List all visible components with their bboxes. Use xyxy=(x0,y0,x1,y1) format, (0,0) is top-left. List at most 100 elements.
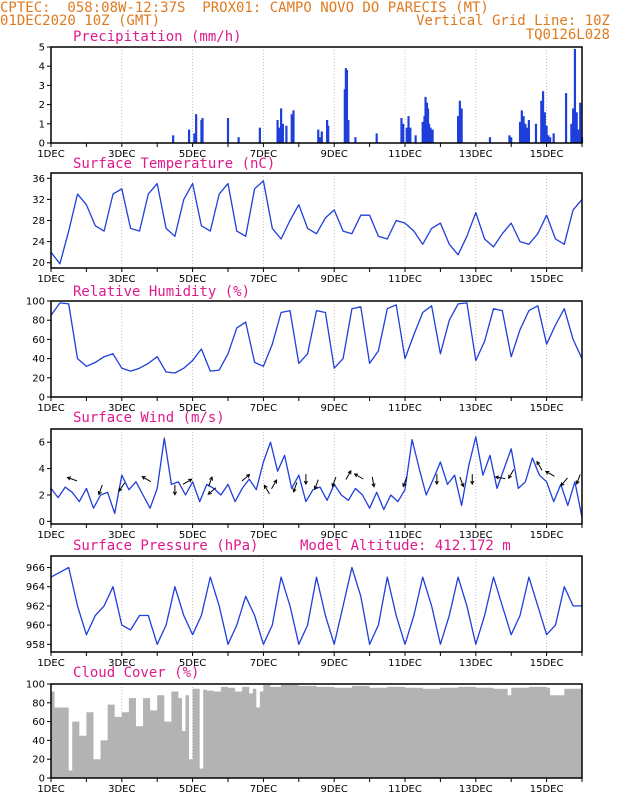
x-tick-label: 7DEC xyxy=(250,403,277,414)
series-line xyxy=(50,436,583,518)
y-tick-label: 964 xyxy=(26,582,45,593)
wind-arrow-head xyxy=(263,484,268,489)
x-tick-label: 11DEC xyxy=(388,149,422,160)
wind-arrow-head xyxy=(508,474,512,480)
wind-arrow-shaft xyxy=(182,478,192,485)
y-tick-label: 60 xyxy=(32,717,45,728)
precip-bar xyxy=(552,133,555,143)
precip-bar xyxy=(276,119,279,143)
precip-bar xyxy=(460,108,463,143)
precip-bar xyxy=(543,112,546,143)
wind-arrow-head xyxy=(402,482,407,488)
y-tick-label: 0 xyxy=(39,517,45,528)
wind-arrow-head xyxy=(207,490,212,495)
wind-arrow-shaft xyxy=(560,477,568,486)
precip-bar xyxy=(409,127,412,143)
wind-arrow-shaft xyxy=(141,476,152,483)
wind-arrow-head xyxy=(353,473,359,478)
y-tick-label: 20 xyxy=(32,258,45,269)
precip-bar xyxy=(549,137,552,143)
wind-arrow-shaft xyxy=(293,482,298,492)
x-tick-label: 15DEC xyxy=(530,530,564,541)
precip-bar xyxy=(431,129,434,143)
precip-bar xyxy=(457,116,460,143)
x-tick-label: 1DEC xyxy=(37,530,64,541)
wind-arrow xyxy=(313,479,319,491)
panel-6 xyxy=(47,683,583,782)
wind-arrow xyxy=(141,476,152,483)
y-tick-label: 36 xyxy=(32,174,45,185)
wind-arrow-shaft xyxy=(371,476,375,487)
wind-arrow-head xyxy=(470,480,475,486)
precip-bar xyxy=(317,129,320,143)
wind-arrow xyxy=(560,477,568,487)
wind-arrow xyxy=(97,484,103,496)
x-tick-label: 1DEC xyxy=(37,274,64,285)
panel-frame xyxy=(50,172,583,269)
x-tick-label: 11DEC xyxy=(388,274,422,285)
x-tick-label: 5DEC xyxy=(179,784,206,795)
x-tick-label: 3DEC xyxy=(108,784,135,795)
precip-bar xyxy=(522,116,525,143)
header-grid-note: Vertical Grid Line: 10Z xyxy=(416,13,610,29)
wind-arrow-head xyxy=(292,488,297,493)
x-tick-label: 9DEC xyxy=(321,784,348,795)
x-tick-label: 5DEC xyxy=(179,658,206,669)
x-tick-label: 1DEC xyxy=(37,784,64,795)
wind-arrow xyxy=(331,476,337,488)
wind-arrow-shaft xyxy=(118,482,126,492)
x-tick-label: 11DEC xyxy=(388,530,422,541)
x-tick-label: 7DEC xyxy=(250,530,277,541)
wind-arrow-head xyxy=(66,476,72,481)
header-model-id: TQ0126L028 xyxy=(525,27,610,43)
wind-arrow xyxy=(303,474,308,486)
x-tick-label: 3DEC xyxy=(108,530,135,541)
wind-arrow-head xyxy=(460,482,465,488)
wind-arrow-shaft xyxy=(241,474,250,482)
wind-arrow-head xyxy=(494,475,500,480)
panel-title: Precipitation (mm/h) xyxy=(73,29,242,45)
x-tick-label: 1DEC xyxy=(37,658,64,669)
precip-bar xyxy=(327,125,330,143)
panel-1 xyxy=(47,46,584,147)
wind-arrow xyxy=(371,476,376,488)
panel-2 xyxy=(47,172,583,272)
x-tick-label: 15DEC xyxy=(530,658,564,669)
panel-title: Surface Wind (m/s) xyxy=(73,410,225,426)
panel-frame xyxy=(50,683,583,779)
precip-bar xyxy=(280,108,283,143)
header-line-1: CPTEC: 058:08W-12:37S PROX01: CAMPO NOVO… xyxy=(0,0,489,16)
panel-annotation: Model Altitude: 412.172 m xyxy=(300,538,511,554)
precip-bar xyxy=(510,137,513,143)
wind-arrow xyxy=(207,487,217,495)
x-tick-label: 13DEC xyxy=(459,274,493,285)
wind-arrow xyxy=(182,478,193,485)
y-tick-label: 32 xyxy=(32,195,45,206)
wind-arrow xyxy=(118,482,126,493)
x-tick-label: 11DEC xyxy=(388,784,422,795)
precip-bar xyxy=(429,127,432,143)
wind-arrow-head xyxy=(246,473,251,479)
x-tick-label: 5DEC xyxy=(179,530,206,541)
wind-arrow-head xyxy=(303,480,308,486)
precip-bar xyxy=(281,123,284,143)
wind-arrow-shaft xyxy=(536,461,543,471)
y-tick-label: 0 xyxy=(39,393,45,404)
wind-arrow xyxy=(292,482,298,493)
x-tick-label: 11DEC xyxy=(388,658,422,669)
x-tick-label: 3DEC xyxy=(108,274,135,285)
y-tick-label: 966 xyxy=(26,563,45,574)
precip-bar xyxy=(570,123,573,143)
y-tick-label: 24 xyxy=(32,237,45,248)
wind-arrow-shaft xyxy=(67,476,78,482)
wind-arrow-head xyxy=(97,490,102,496)
panel-frame xyxy=(50,555,583,653)
x-tick-label: 15DEC xyxy=(530,403,564,414)
precip-bar xyxy=(427,123,431,143)
series-line xyxy=(50,180,583,265)
wind-arrow-head xyxy=(560,482,565,487)
wind-arrow xyxy=(271,479,278,489)
y-tick-label: 962 xyxy=(26,601,45,612)
x-tick-label: 5DEC xyxy=(179,274,206,285)
y-tick-label: 20 xyxy=(32,373,45,384)
